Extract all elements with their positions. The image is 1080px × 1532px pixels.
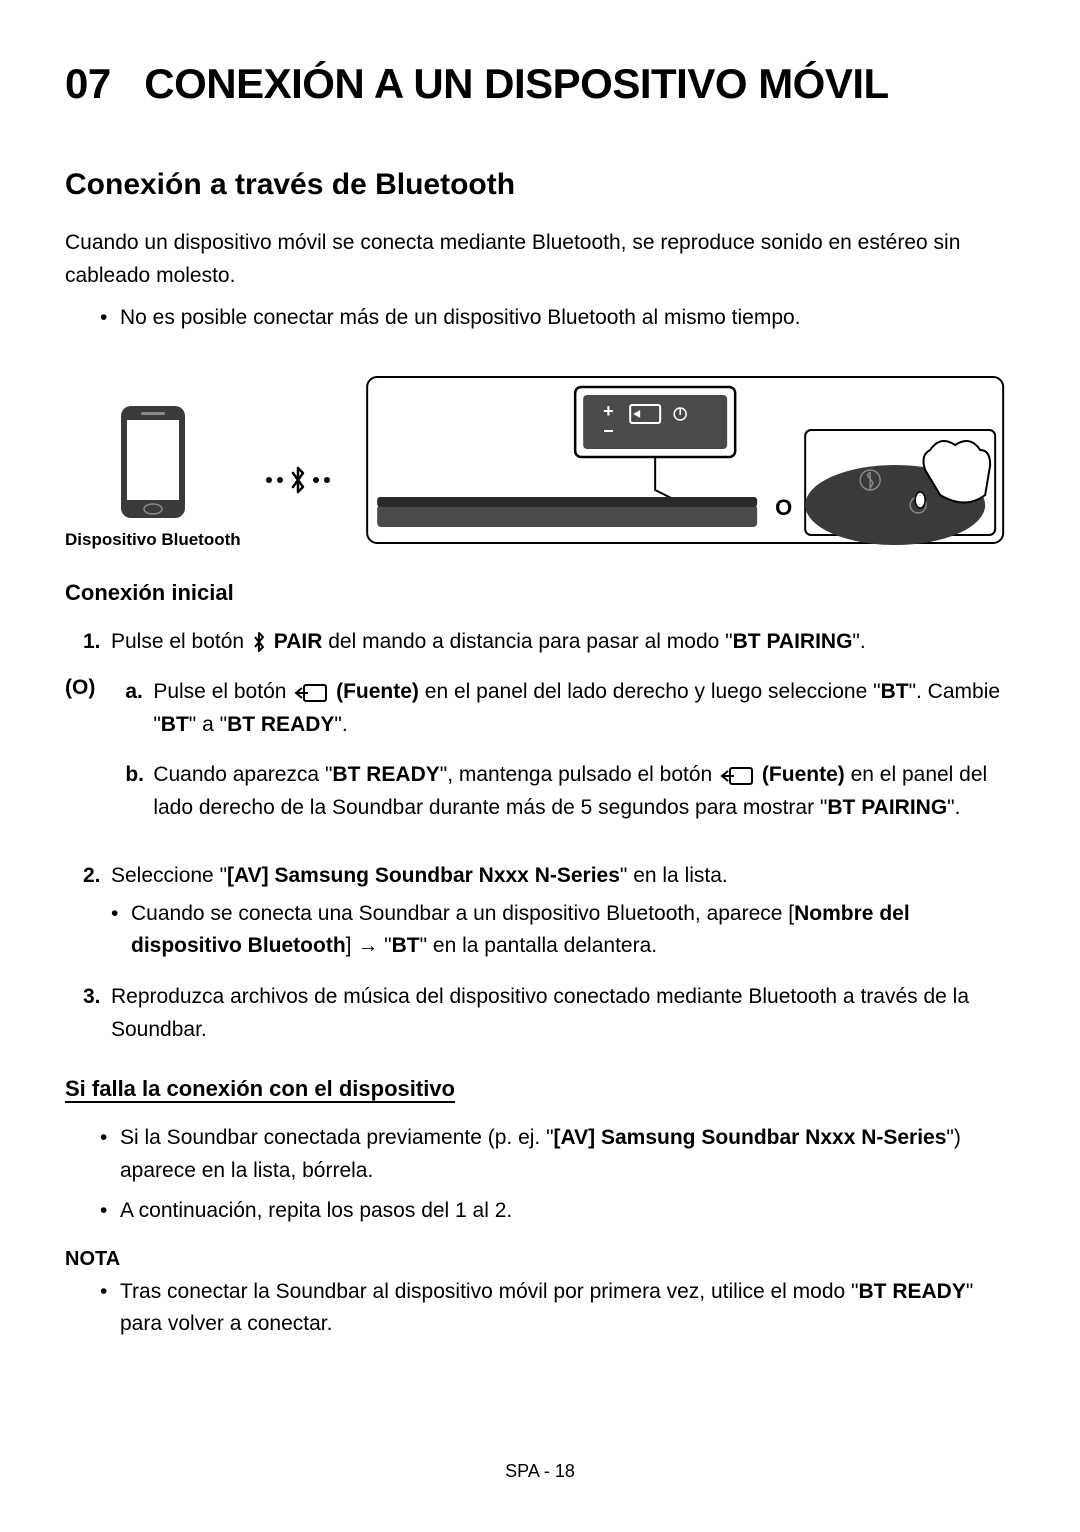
source-icon: [720, 766, 754, 786]
step-1: 1. Pulse el botón PAIR del mando a dista…: [83, 626, 1015, 659]
nota-bullet: Tras conectar la Soundbar al dispositivo…: [100, 1276, 1015, 1341]
svg-text:−: −: [603, 421, 614, 441]
fail-bullet-1: Si la Soundbar conectada previamente (p.…: [100, 1122, 1015, 1187]
section-intro: Cuando un dispositivo móvil se conecta m…: [65, 227, 1015, 292]
step-b: b. Cuando aparezca "BT READY", mantenga …: [125, 759, 1015, 824]
page-footer: SPA - 18: [0, 1461, 1080, 1482]
fail-bullet-2: A continuación, repita los pasos del 1 a…: [100, 1195, 1015, 1228]
or-indicator-text: O: [775, 495, 792, 520]
nota-title: NOTA: [65, 1248, 1015, 1271]
phone-label: Dispositivo Bluetooth: [65, 530, 241, 550]
bluetooth-connection-icon: [266, 465, 330, 495]
section-title: Conexión a través de Bluetooth: [65, 168, 1015, 202]
diagram-row: Dispositivo Bluetooth + − O: [65, 375, 1015, 550]
step-3: 3. Reproduzca archivos de música del dis…: [83, 981, 1015, 1046]
section-note: No es posible conectar más de un disposi…: [100, 302, 1015, 335]
phone-block: Dispositivo Bluetooth: [65, 402, 241, 550]
or-block: (O) a. Pulse el botón (Fuente) en el pan…: [65, 676, 1015, 842]
bluetooth-icon: [252, 632, 266, 652]
initial-connection-title: Conexión inicial: [65, 580, 1015, 606]
chapter-title: 07 CONEXIÓN A UN DISPOSITIVO MÓVIL: [65, 60, 1015, 108]
or-label: (O): [65, 676, 95, 842]
fail-title: Si falla la conexión con el dispositivo: [65, 1076, 1015, 1102]
step-2: 2. Seleccione "[AV] Samsung Soundbar Nxx…: [83, 860, 1015, 963]
phone-icon: [113, 402, 193, 522]
soundbar-diagram: + − O: [355, 375, 1015, 550]
step-a: a. Pulse el botón (Fuente) en el panel d…: [125, 676, 1015, 741]
step-2-bullet: Cuando se conecta una Soundbar a un disp…: [111, 898, 1015, 963]
source-icon: [294, 683, 328, 703]
svg-text:+: +: [603, 401, 614, 421]
